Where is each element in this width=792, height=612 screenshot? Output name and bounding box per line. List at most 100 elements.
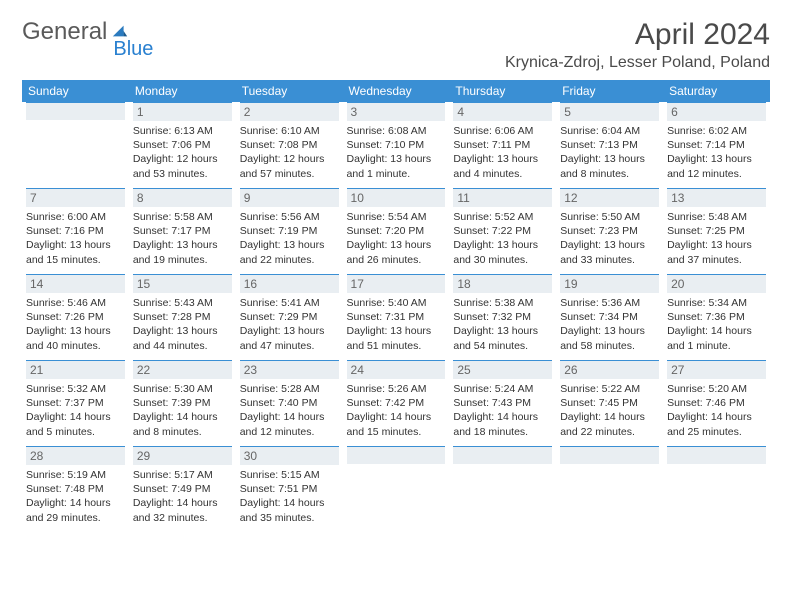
day-number <box>667 446 766 464</box>
day-detail-line: Sunrise: 5:36 AM <box>560 296 659 310</box>
day-detail-line: Sunrise: 5:41 AM <box>240 296 339 310</box>
day-number: 11 <box>453 188 552 207</box>
day-detail-line: and 15 minutes. <box>347 425 446 439</box>
day-detail-line: Sunrise: 5:22 AM <box>560 382 659 396</box>
day-detail-line: and 25 minutes. <box>667 425 766 439</box>
day-number <box>560 446 659 464</box>
day-detail-line: Sunset: 7:29 PM <box>240 310 339 324</box>
title-block: April 2024 Krynica-Zdroj, Lesser Poland,… <box>505 18 770 72</box>
day-detail-line: Sunrise: 5:28 AM <box>240 382 339 396</box>
calendar-cell: 5 Sunrise: 6:04 AMSunset: 7:13 PMDaylight… <box>556 102 663 188</box>
day-detail-line: and 40 minutes. <box>26 339 125 353</box>
calendar-cell: 30Sunrise: 5:15 AMSunset: 7:51 PMDayligh… <box>236 446 343 532</box>
day-detail-line: Daylight: 13 hours <box>560 152 659 166</box>
day-number: 19 <box>560 274 659 293</box>
calendar-cell: 1 Sunrise: 6:13 AMSunset: 7:06 PMDaylight… <box>129 102 236 188</box>
day-detail-line: and 26 minutes. <box>347 253 446 267</box>
day-detail-line: and 47 minutes. <box>240 339 339 353</box>
day-detail-line: Daylight: 14 hours <box>667 410 766 424</box>
calendar-cell: 2 Sunrise: 6:10 AMSunset: 7:08 PMDaylight… <box>236 102 343 188</box>
day-detail-line: Daylight: 13 hours <box>453 238 552 252</box>
day-number: 5 <box>560 102 659 121</box>
calendar-cell: 8Sunrise: 5:58 AMSunset: 7:17 PMDaylight… <box>129 188 236 274</box>
weekday-header-row: SundayMondayTuesdayWednesdayThursdayFrid… <box>22 80 770 102</box>
day-details: Sunrise: 6:04 AMSunset: 7:13 PMDaylight:… <box>560 124 659 181</box>
calendar-cell: 13Sunrise: 5:48 AMSunset: 7:25 PMDayligh… <box>663 188 770 274</box>
day-detail-line: and 22 minutes. <box>240 253 339 267</box>
calendar-cell <box>449 446 556 532</box>
calendar-cell: 10Sunrise: 5:54 AMSunset: 7:20 PMDayligh… <box>343 188 450 274</box>
day-detail-line: and 53 minutes. <box>133 167 232 181</box>
day-number: 16 <box>240 274 339 293</box>
day-details: Sunrise: 6:13 AMSunset: 7:06 PMDaylight:… <box>133 124 232 181</box>
day-number: 2 <box>240 102 339 121</box>
day-detail-line: Sunset: 7:25 PM <box>667 224 766 238</box>
day-details: Sunrise: 5:36 AMSunset: 7:34 PMDaylight:… <box>560 296 659 353</box>
day-detail-line: Daylight: 12 hours <box>133 152 232 166</box>
day-detail-line: and 58 minutes. <box>560 339 659 353</box>
weekday-sunday: Sunday <box>22 80 129 102</box>
day-details: Sunrise: 5:30 AMSunset: 7:39 PMDaylight:… <box>133 382 232 439</box>
day-details: Sunrise: 6:06 AMSunset: 7:11 PMDaylight:… <box>453 124 552 181</box>
day-detail-line: Sunset: 7:49 PM <box>133 482 232 496</box>
day-detail-line: Daylight: 12 hours <box>240 152 339 166</box>
calendar-row: 7 Sunrise: 6:00 AMSunset: 7:16 PM Daylight… <box>22 188 770 274</box>
day-details: Sunrise: 5:48 AMSunset: 7:25 PMDaylight:… <box>667 210 766 267</box>
day-detail-line: Daylight: 13 hours <box>133 238 232 252</box>
day-detail-line: Sunset: 7:08 PM <box>240 138 339 152</box>
day-number: 24 <box>347 360 446 379</box>
calendar-cell: 9Sunrise: 5:56 AMSunset: 7:19 PMDaylight… <box>236 188 343 274</box>
weekday-tuesday: Tuesday <box>236 80 343 102</box>
calendar-cell: 15Sunrise: 5:43 AMSunset: 7:28 PMDayligh… <box>129 274 236 360</box>
day-detail-line: Sunrise: 5:56 AM <box>240 210 339 224</box>
day-number: 22 <box>133 360 232 379</box>
day-detail-line: Daylight: 14 hours <box>240 496 339 510</box>
day-detail-line: Sunrise: 5:24 AM <box>453 382 552 396</box>
day-detail-line: Sunset: 7:16 PM <box>26 224 125 238</box>
day-detail-line: Sunrise: 6:00 AM <box>26 210 125 224</box>
day-detail-line: Sunrise: 5:48 AM <box>667 210 766 224</box>
day-detail-line: Sunset: 7:40 PM <box>240 396 339 410</box>
logo-text-2: Blue <box>113 38 153 61</box>
day-detail-line: Daylight: 14 hours <box>453 410 552 424</box>
calendar-cell: 28 Sunrise: 5:19 AMSunset: 7:48 PMDayligh… <box>22 446 129 532</box>
day-number: 28 <box>26 446 125 465</box>
calendar-cell <box>22 102 129 188</box>
day-number: 20 <box>667 274 766 293</box>
day-detail-line: Sunset: 7:26 PM <box>26 310 125 324</box>
day-detail-line: and 54 minutes. <box>453 339 552 353</box>
calendar-cell: 19 Sunrise: 5:36 AMSunset: 7:34 PMDayligh… <box>556 274 663 360</box>
day-details: Sunrise: 5:20 AMSunset: 7:46 PMDaylight:… <box>667 382 766 439</box>
day-details: Sunrise: 5:19 AMSunset: 7:48 PMDaylight:… <box>26 468 125 525</box>
day-detail-line: and 8 minutes. <box>133 425 232 439</box>
day-detail-line: and 44 minutes. <box>133 339 232 353</box>
calendar-cell: 23Sunrise: 5:28 AMSunset: 7:40 PMDayligh… <box>236 360 343 446</box>
day-number <box>26 102 125 120</box>
day-detail-line: and 1 minute. <box>347 167 446 181</box>
day-detail-line: Daylight: 13 hours <box>347 324 446 338</box>
day-detail-line: Daylight: 13 hours <box>667 152 766 166</box>
day-number: 1 <box>133 102 232 121</box>
calendar-cell: 29Sunrise: 5:17 AMSunset: 7:49 PMDayligh… <box>129 446 236 532</box>
day-number: 17 <box>347 274 446 293</box>
day-detail-line: Sunrise: 5:40 AM <box>347 296 446 310</box>
day-detail-line: and 33 minutes. <box>560 253 659 267</box>
day-details: Sunrise: 5:50 AMSunset: 7:23 PMDaylight:… <box>560 210 659 267</box>
day-number: 7 <box>26 188 125 207</box>
day-details: Sunrise: 6:10 AMSunset: 7:08 PMDaylight:… <box>240 124 339 181</box>
day-detail-line: Daylight: 13 hours <box>453 324 552 338</box>
day-detail-line: and 29 minutes. <box>26 511 125 525</box>
logo: General Blue <box>22 18 153 61</box>
day-number: 18 <box>453 274 552 293</box>
day-details: Sunrise: 5:26 AMSunset: 7:42 PMDaylight:… <box>347 382 446 439</box>
day-detail-line: Sunset: 7:22 PM <box>453 224 552 238</box>
day-detail-line: Sunrise: 6:04 AM <box>560 124 659 138</box>
day-details: Sunrise: 5:32 AMSunset: 7:37 PMDaylight:… <box>26 382 125 439</box>
day-details: Sunrise: 5:15 AMSunset: 7:51 PMDaylight:… <box>240 468 339 525</box>
day-detail-line: Daylight: 14 hours <box>667 324 766 338</box>
day-details: Sunrise: 5:17 AMSunset: 7:49 PMDaylight:… <box>133 468 232 525</box>
calendar-cell: 6Sunrise: 6:02 AMSunset: 7:14 PMDaylight… <box>663 102 770 188</box>
weekday-saturday: Saturday <box>663 80 770 102</box>
calendar-cell: 17Sunrise: 5:40 AMSunset: 7:31 PMDayligh… <box>343 274 450 360</box>
day-detail-line: Sunset: 7:39 PM <box>133 396 232 410</box>
